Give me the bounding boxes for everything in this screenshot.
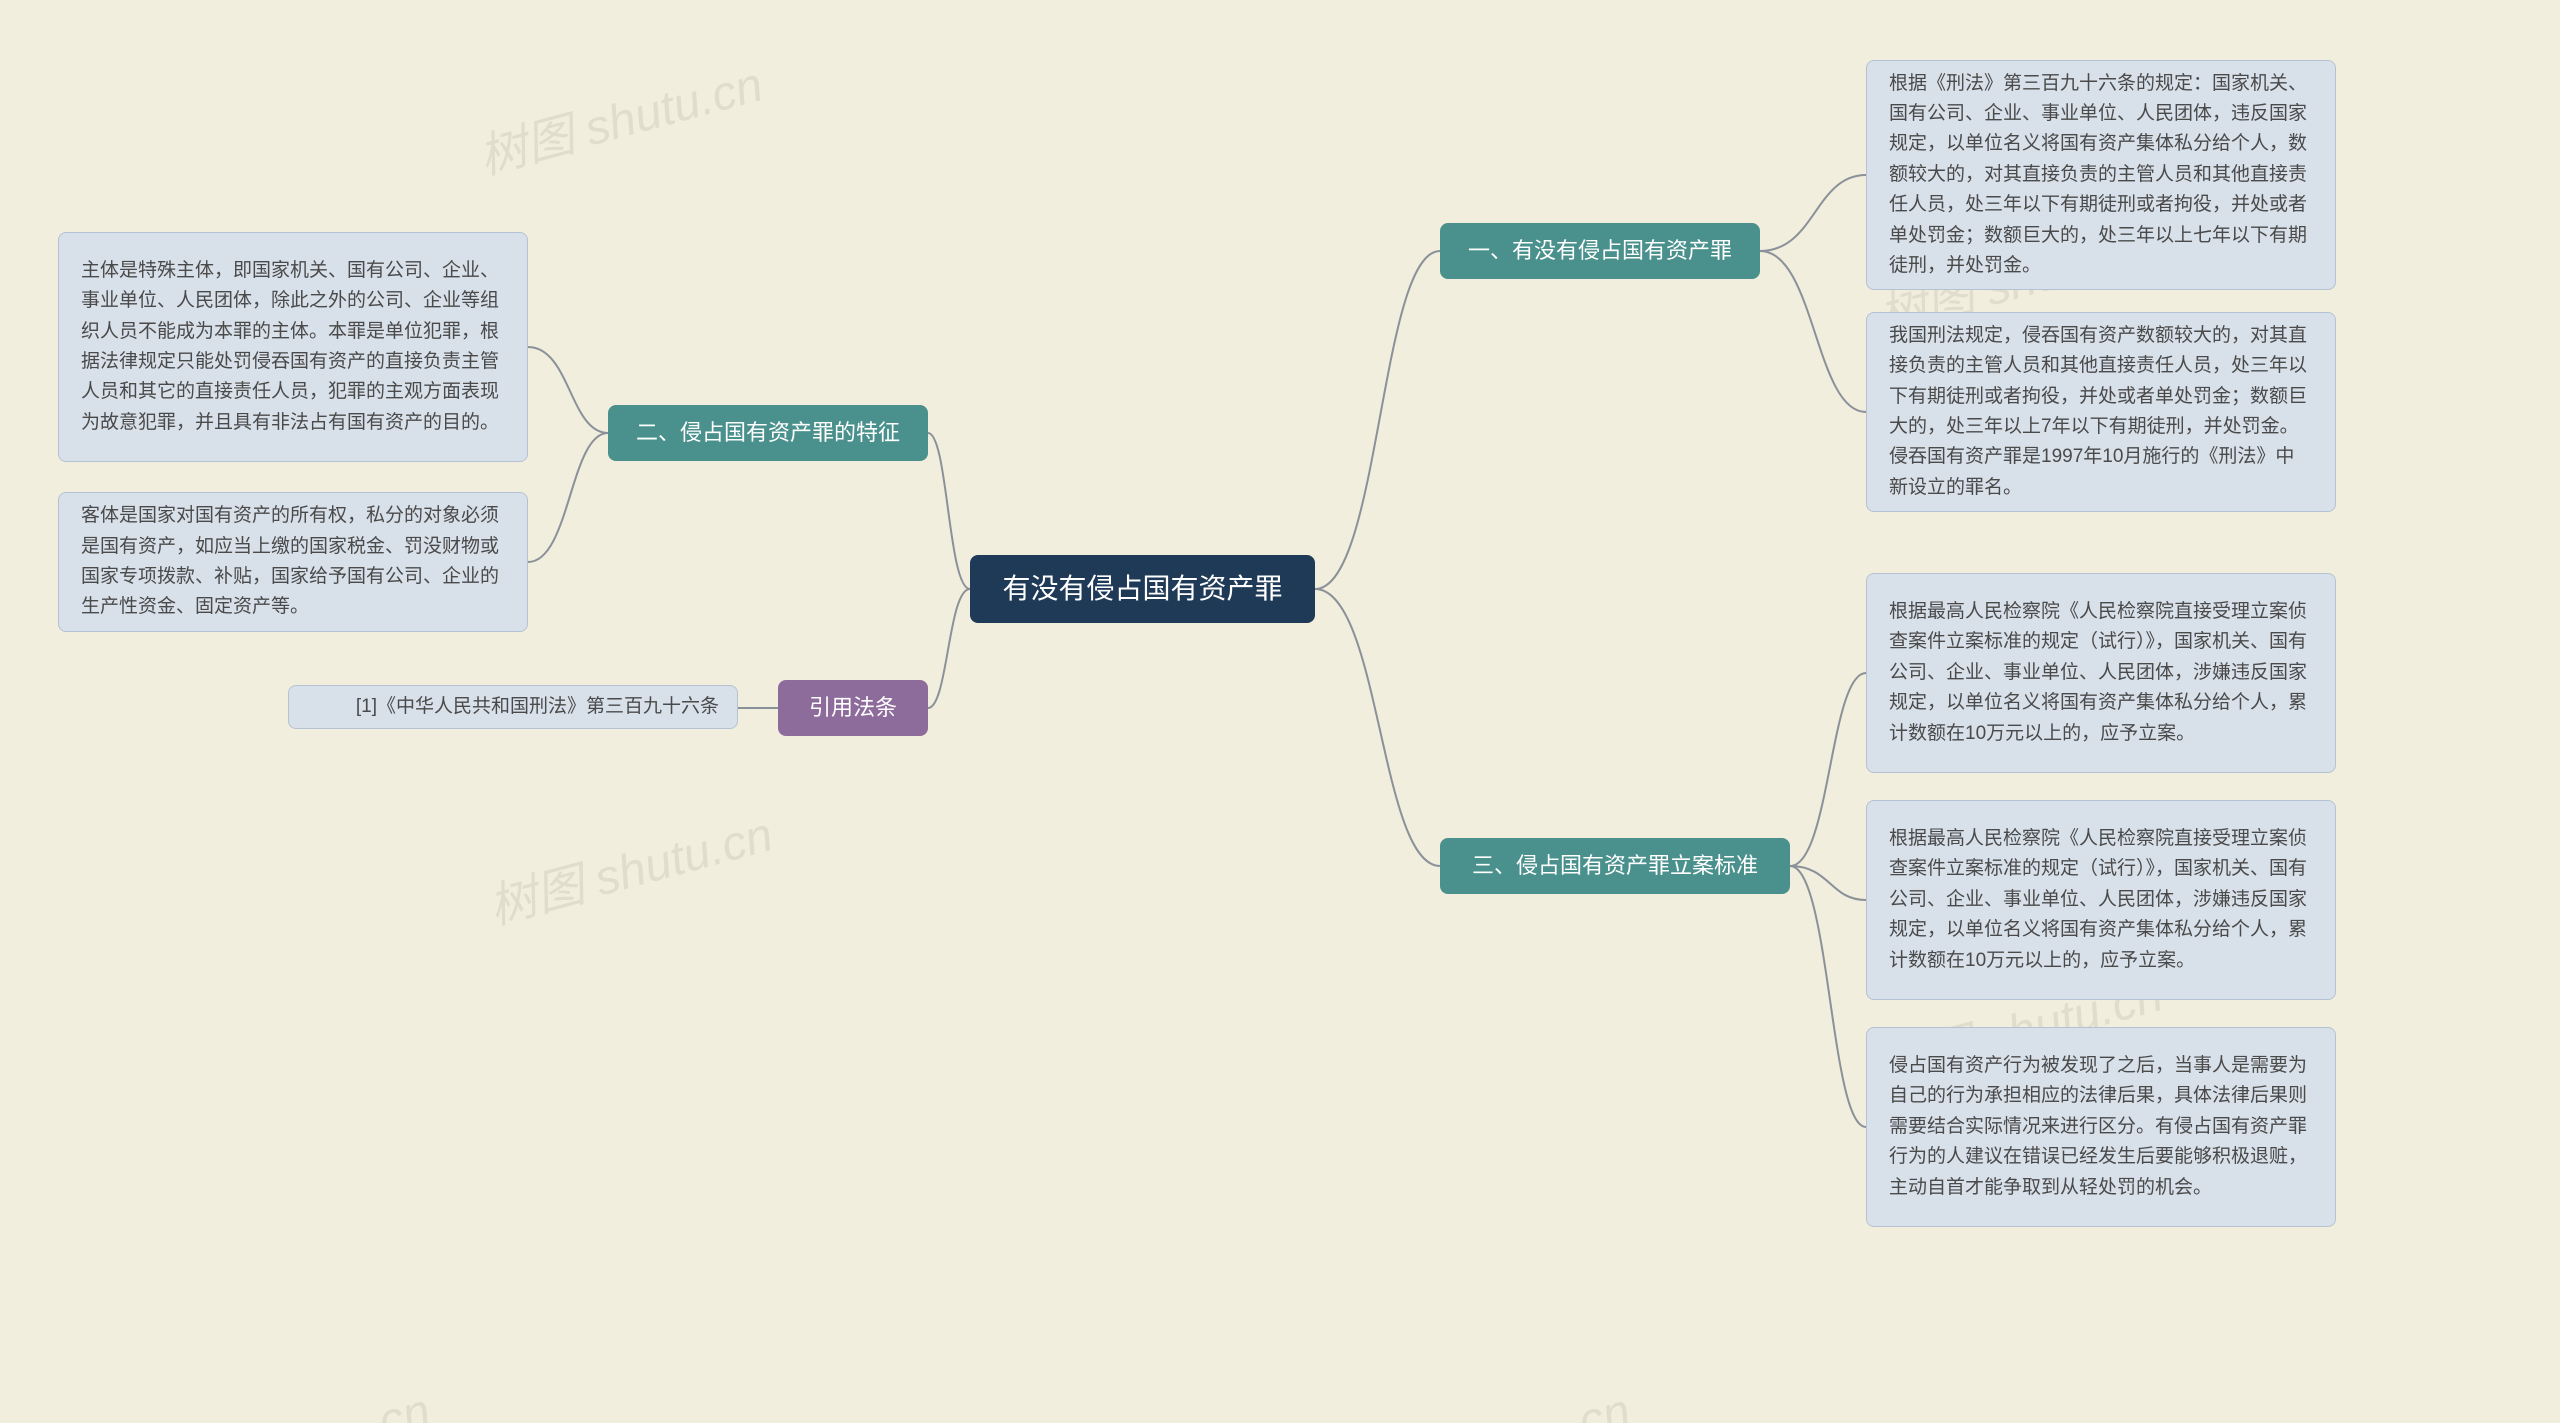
leaf-text: 根据最高人民检察院《人民检察院直接受理立案侦查案件立案标准的规定（试行）》，国家… (1889, 597, 2313, 749)
leaf-node-3b[interactable]: 根据最高人民检察院《人民检察院直接受理立案侦查案件立案标准的规定（试行）》，国家… (1866, 800, 2336, 1000)
leaf-node-1a[interactable]: 根据《刑法》第三百九十六条的规定：国家机关、国有公司、企业、事业单位、人民团体，… (1866, 60, 2336, 290)
branch-label: 引用法条 (809, 690, 897, 725)
watermark: 树图 shutu.cn (480, 795, 779, 938)
watermark: .cn (1560, 1383, 1636, 1423)
leaf-text: [1]《中华人民共和国刑法》第三百九十六条 (356, 692, 719, 722)
branch-node-1[interactable]: 一、有没有侵占国有资产罪 (1440, 223, 1760, 279)
leaf-node-3c[interactable]: 侵占国有资产行为被发现了之后，当事人是需要为自己的行为承担相应的法律后果，具体法… (1866, 1027, 2336, 1227)
branch-label: 三、侵占国有资产罪立案标准 (1472, 848, 1758, 883)
leaf-node-2b[interactable]: 客体是国家对国有资产的所有权，私分的对象必须是国有资产，如应当上缴的国家税金、罚… (58, 492, 528, 632)
branch-node-4[interactable]: 引用法条 (778, 680, 928, 736)
leaf-text: 侵占国有资产行为被发现了之后，当事人是需要为自己的行为承担相应的法律后果，具体法… (1889, 1051, 2313, 1203)
leaf-text: 我国刑法规定，侵吞国有资产数额较大的，对其直接负责的主管人员和其他直接责任人员，… (1889, 321, 2313, 503)
root-node[interactable]: 有没有侵占国有资产罪 (970, 555, 1315, 623)
leaf-text: 根据《刑法》第三百九十六条的规定：国家机关、国有公司、企业、事业单位、人民团体，… (1889, 69, 2313, 282)
branch-node-2[interactable]: 二、侵占国有资产罪的特征 (608, 405, 928, 461)
branch-label: 一、有没有侵占国有资产罪 (1468, 233, 1732, 268)
branch-label: 二、侵占国有资产罪的特征 (636, 415, 900, 450)
watermark: .cn (360, 1383, 436, 1423)
leaf-text: 客体是国家对国有资产的所有权，私分的对象必须是国有资产，如应当上缴的国家税金、罚… (81, 501, 505, 623)
watermark: 树图 shutu.cn (470, 45, 769, 188)
leaf-text: 主体是特殊主体，即国家机关、国有公司、企业、事业单位、人民团体，除此之外的公司、… (81, 256, 505, 438)
leaf-node-2a[interactable]: 主体是特殊主体，即国家机关、国有公司、企业、事业单位、人民团体，除此之外的公司、… (58, 232, 528, 462)
branch-node-3[interactable]: 三、侵占国有资产罪立案标准 (1440, 838, 1790, 894)
leaf-text: 根据最高人民检察院《人民检察院直接受理立案侦查案件立案标准的规定（试行）》，国家… (1889, 824, 2313, 976)
leaf-node-4a[interactable]: [1]《中华人民共和国刑法》第三百九十六条 (288, 685, 738, 729)
root-label: 有没有侵占国有资产罪 (1002, 567, 1282, 612)
leaf-node-1b[interactable]: 我国刑法规定，侵吞国有资产数额较大的，对其直接负责的主管人员和其他直接责任人员，… (1866, 312, 2336, 512)
leaf-node-3a[interactable]: 根据最高人民检察院《人民检察院直接受理立案侦查案件立案标准的规定（试行）》，国家… (1866, 573, 2336, 773)
